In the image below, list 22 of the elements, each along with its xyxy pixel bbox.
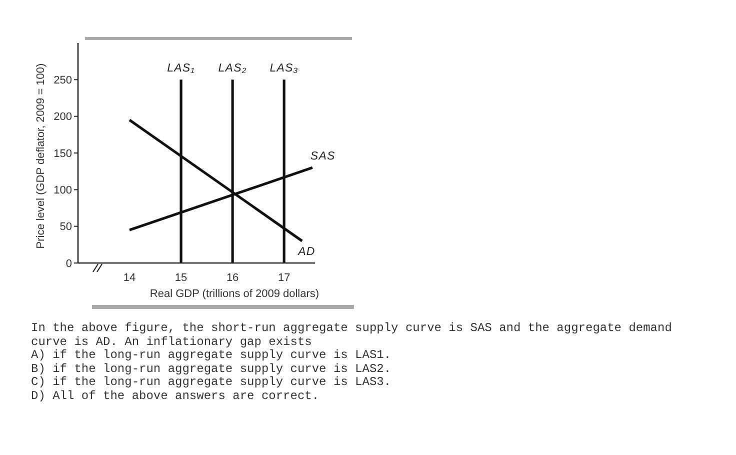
y-tick-label: 100 [54, 184, 72, 197]
x-axis-title: Real GDP (trillions of 2009 dollars) [150, 288, 320, 300]
ref-line-label: LAS₃ [270, 62, 298, 75]
y-axis-title: Price level (GDP deflator, 2009 = 100) [35, 63, 47, 249]
text: C) if the long-run aggregate supply curve is LAS3. [31, 375, 392, 390]
text: B) if the long-run aggregate supply curve is LAS2. [31, 362, 392, 376]
ref-line-label: LAS₁ [167, 62, 195, 75]
text: In the above figure, the short-run aggregate supply curve is SAS and the aggregate demand curve is AD. An inflationary gap exists [31, 321, 673, 349]
x-tick-label: 17 [278, 272, 290, 284]
x-tick-label: 16 [226, 272, 239, 284]
series-label: AD [297, 246, 316, 258]
series-label: SAS [310, 150, 336, 163]
y-tick-label: 50 [60, 221, 72, 234]
y-tick-label: 250 [54, 74, 72, 87]
text: A) if the long-run aggregate supply curve is LAS1. [31, 348, 392, 362]
x-tick-label: 14 [123, 272, 136, 284]
y-tick-label: 200 [54, 111, 72, 124]
y-tick-label: 0 [66, 258, 72, 270]
ref-line-label: LAS₂ [218, 62, 247, 75]
x-tick-label: 15 [174, 272, 188, 284]
y-tick-label: 150 [54, 148, 72, 160]
text: D) All of the above answers are correct. [31, 388, 320, 403]
